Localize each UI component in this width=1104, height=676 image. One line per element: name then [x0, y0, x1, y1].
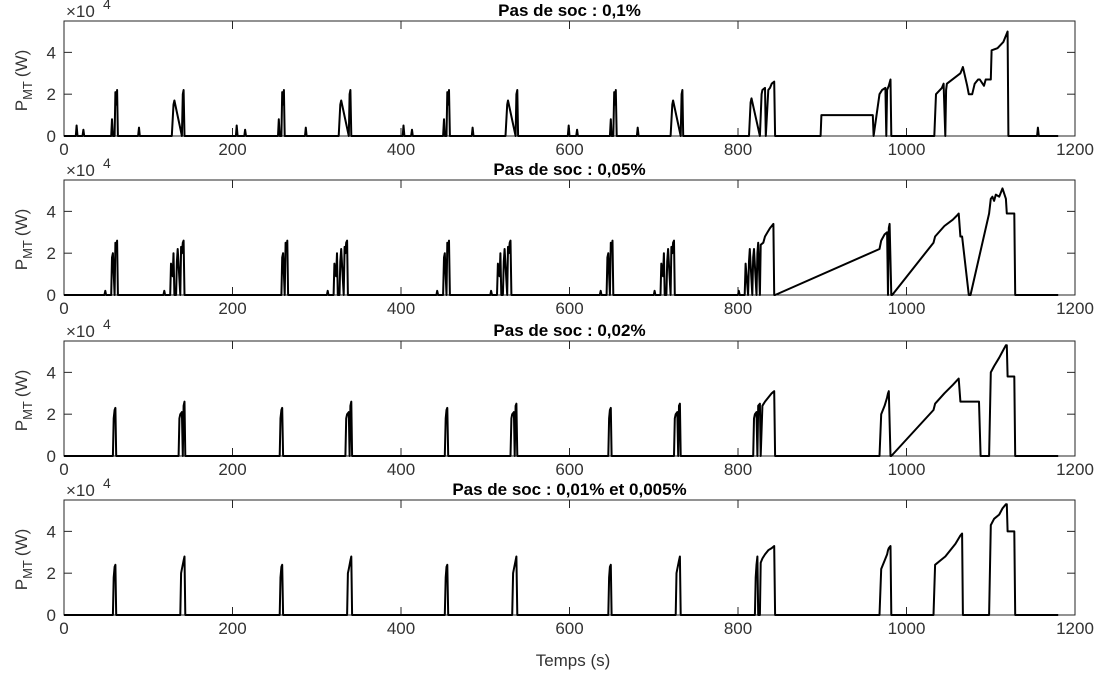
x-tick-label: 1200 [1056, 619, 1094, 638]
x-tick-label: 600 [555, 140, 583, 159]
x-tick-label: 800 [724, 140, 752, 159]
y-label-subscript: MT [20, 560, 35, 579]
y-tick-label: 0 [47, 447, 56, 466]
y-exponent-power: 4 [103, 0, 111, 12]
x-axis-label: Temps (s) [536, 651, 611, 670]
y-exponent-base: ×10 [66, 161, 95, 180]
subplot-1: Pas de soc : 0,1% 0 200 400 600 800 1000 1200 0 2… [12, 0, 1094, 159]
y-exponent-base: ×10 [66, 322, 95, 341]
x-tick-label: 1200 [1056, 299, 1094, 318]
subplot-title: Pas de soc : 0,01% et 0,005% [452, 480, 686, 499]
subplot-title: Pas de soc : 0,1% [498, 1, 641, 20]
y-tick-label: 2 [47, 405, 56, 424]
y-exponent-base: ×10 [66, 481, 95, 500]
y-tick-label: 4 [47, 43, 56, 62]
x-tick-label: 200 [218, 619, 246, 638]
y-exponent-power: 4 [103, 475, 111, 491]
subplot-3: Pas de soc : 0,02% 0 200 400 600 800 1000 1200 0… [12, 316, 1094, 479]
y-tick-label: 2 [47, 564, 56, 583]
y-axis-label: PMT (W) [12, 50, 35, 112]
x-tick-label: 0 [59, 619, 68, 638]
x-tick-label: 400 [387, 299, 415, 318]
x-tick-label: 1000 [888, 299, 926, 318]
x-tick-label: 1000 [888, 460, 926, 479]
x-tick-label: 1000 [888, 619, 926, 638]
x-tick-label: 400 [387, 140, 415, 159]
x-tick-label: 800 [724, 619, 752, 638]
y-label-unit: (W) [12, 529, 31, 556]
plot-frame [63, 340, 1076, 457]
x-tick-label: 200 [218, 460, 246, 479]
x-tick-label: 0 [59, 299, 68, 318]
y-label-symbol: P [12, 100, 31, 111]
y-tick-label: 4 [47, 522, 56, 541]
x-tick-label: 0 [59, 460, 68, 479]
x-tick-label: 600 [555, 460, 583, 479]
y-label-unit: (W) [12, 370, 31, 397]
y-tick-label: 4 [47, 363, 56, 382]
series-line [64, 187, 1059, 296]
x-tick-label: 0 [59, 140, 68, 159]
y-tick-label: 0 [47, 286, 56, 305]
y-label-unit: (W) [12, 209, 31, 236]
series-line [64, 344, 1059, 457]
y-axis-label: PMT (W) [12, 209, 35, 271]
plot-frame [63, 179, 1076, 296]
x-tick-label: 400 [387, 619, 415, 638]
x-tick-label: 400 [387, 460, 415, 479]
y-label-subscript: MT [20, 401, 35, 420]
series-line [64, 503, 1059, 616]
x-tick-label: 800 [724, 299, 752, 318]
subplot-2: Pas de soc : 0,05% 0 200 400 600 800 1000 1200 0… [12, 155, 1094, 318]
subplot-4: Pas de soc : 0,01% et 0,005% 0 200 400 600 80… [12, 475, 1094, 638]
plot-frame [63, 499, 1076, 616]
y-axis-label: PMT (W) [12, 370, 35, 432]
y-label-unit: (W) [12, 50, 31, 77]
x-tick-label: 800 [724, 460, 752, 479]
y-label-symbol: P [12, 420, 31, 431]
y-tick-label: 0 [47, 606, 56, 625]
series-line [64, 30, 1059, 137]
y-label-symbol: P [12, 579, 31, 590]
y-exponent-base: ×10 [66, 2, 95, 21]
y-label-symbol: P [12, 259, 31, 270]
x-tick-label: 1200 [1056, 460, 1094, 479]
y-tick-label: 0 [47, 127, 56, 146]
y-exponent-power: 4 [103, 316, 111, 332]
y-tick-label: 4 [47, 202, 56, 221]
y-tick-label: 2 [47, 244, 56, 263]
subplot-title: Pas de soc : 0,05% [493, 160, 645, 179]
x-tick-label: 200 [218, 299, 246, 318]
x-tick-label: 600 [555, 299, 583, 318]
x-tick-label: 1000 [888, 140, 926, 159]
subplot-title: Pas de soc : 0,02% [493, 321, 645, 340]
x-tick-label: 600 [555, 619, 583, 638]
y-label-subscript: MT [20, 240, 35, 259]
y-label-subscript: MT [20, 81, 35, 100]
x-tick-label: 200 [218, 140, 246, 159]
y-exponent-power: 4 [103, 155, 111, 171]
plot-frame [63, 20, 1076, 137]
x-tick-label: 1200 [1056, 140, 1094, 159]
y-axis-label: PMT (W) [12, 529, 35, 591]
y-tick-label: 2 [47, 85, 56, 104]
